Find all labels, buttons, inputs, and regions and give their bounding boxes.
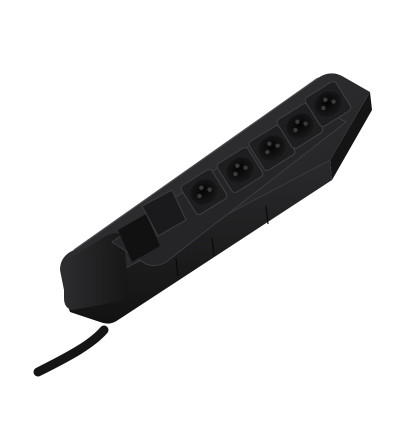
top-edge-highlight (73, 77, 319, 251)
switch-housing (118, 189, 187, 262)
socket-5 (304, 80, 352, 128)
strip-end-cap (64, 233, 128, 310)
power-cable (33, 325, 109, 377)
socket-4 (276, 102, 324, 150)
side-seams (175, 205, 269, 277)
socket-3 (248, 124, 296, 172)
socket-2 (216, 146, 264, 194)
strip-front-face (66, 160, 332, 324)
strip-right-face (330, 92, 372, 180)
socket-1 (180, 168, 228, 216)
